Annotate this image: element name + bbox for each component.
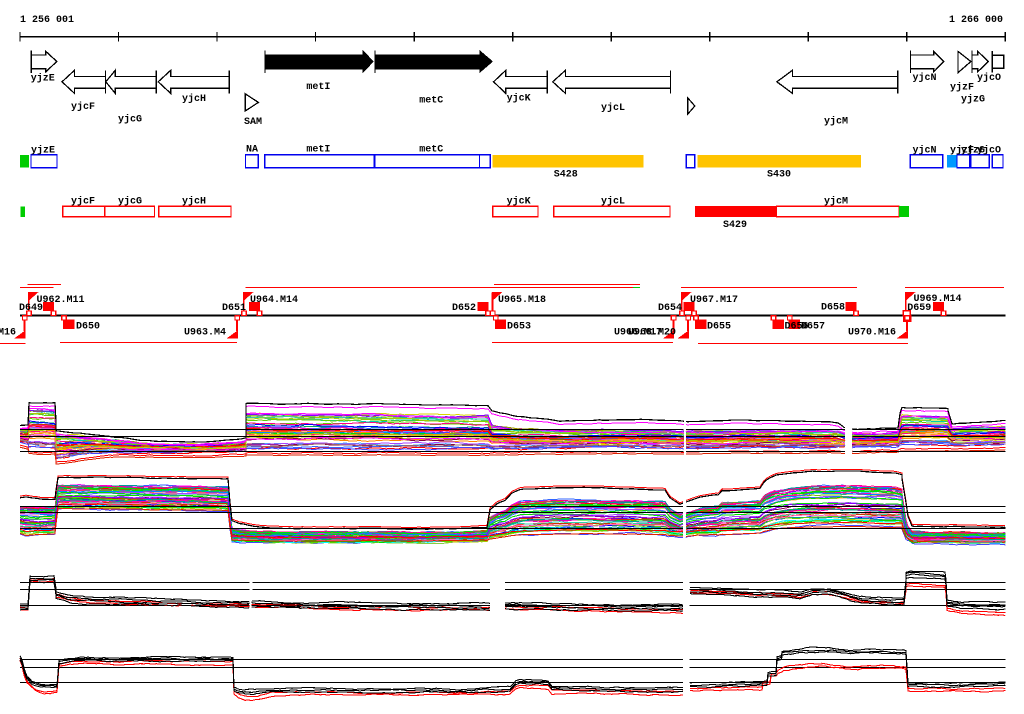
svg-text:D656: D656: [785, 321, 809, 332]
svg-text:1 256 001: 1 256 001: [20, 15, 74, 26]
svg-text:1 266 000: 1 266 000: [949, 15, 1003, 26]
svg-text:D653: D653: [507, 322, 531, 333]
svg-text:NA: NA: [246, 145, 258, 156]
svg-text:S430: S430: [767, 170, 791, 181]
svg-text:U962.M11: U962.M11: [37, 295, 85, 306]
svg-text:U965.M18: U965.M18: [498, 295, 546, 306]
svg-text:yjzG: yjzG: [961, 144, 985, 156]
svg-text:metI: metI: [306, 82, 330, 93]
svg-text:U968.M20: U968.M20: [628, 328, 676, 339]
svg-text:yjcM: yjcM: [824, 195, 848, 207]
svg-text:U967.M17: U967.M17: [690, 295, 738, 306]
svg-text:D659: D659: [907, 303, 931, 314]
svg-text:U969.M14: U969.M14: [914, 294, 962, 305]
svg-text:yjzF: yjzF: [950, 82, 974, 94]
svg-text:yjzG: yjzG: [961, 94, 985, 106]
svg-text:D650: D650: [76, 322, 100, 333]
svg-text:yjcO: yjcO: [977, 144, 1001, 156]
svg-text:D654: D654: [658, 303, 682, 314]
svg-text:yjcL: yjcL: [601, 102, 625, 114]
svg-text:metI: metI: [306, 145, 330, 156]
svg-text:yjcL: yjcL: [601, 195, 625, 207]
svg-text:SAM: SAM: [244, 117, 262, 128]
svg-text:S429: S429: [723, 220, 747, 231]
svg-text:U966.M17: U966.M17: [614, 328, 662, 339]
svg-text:yjzF: yjzF: [950, 144, 974, 156]
svg-text:D655: D655: [707, 322, 731, 333]
svg-text:D658: D658: [821, 302, 845, 313]
svg-text:yjcF: yjcF: [71, 101, 95, 113]
svg-text:metC: metC: [419, 145, 443, 156]
svg-text:yjcN: yjcN: [913, 144, 937, 156]
svg-text:yjcH: yjcH: [182, 195, 206, 207]
svg-text:yjzE: yjzE: [31, 73, 55, 85]
svg-text:yjcN: yjcN: [913, 72, 937, 84]
svg-text:yjcK: yjcK: [507, 93, 531, 105]
svg-text:U963.M4: U963.M4: [184, 328, 226, 339]
svg-text:D657: D657: [801, 321, 825, 332]
svg-text:yjcM: yjcM: [824, 116, 848, 128]
svg-text:D652: D652: [452, 303, 476, 314]
svg-text:M16: M16: [0, 328, 16, 339]
svg-text:D651: D651: [222, 303, 246, 314]
svg-text:D649: D649: [19, 303, 43, 314]
svg-text:S428: S428: [554, 170, 578, 181]
svg-text:yjcF: yjcF: [71, 195, 95, 207]
svg-text:metC: metC: [419, 96, 443, 107]
svg-text:yjcG: yjcG: [118, 195, 142, 207]
svg-text:yjcO: yjcO: [977, 72, 1001, 84]
svg-text:U964.M14: U964.M14: [250, 295, 298, 306]
svg-text:yjzE: yjzE: [31, 144, 55, 156]
svg-text:yjcH: yjcH: [182, 93, 206, 105]
svg-text:yjcG: yjcG: [118, 114, 142, 126]
svg-text:U970.M16: U970.M16: [848, 328, 896, 339]
svg-text:yjcK: yjcK: [507, 195, 531, 207]
